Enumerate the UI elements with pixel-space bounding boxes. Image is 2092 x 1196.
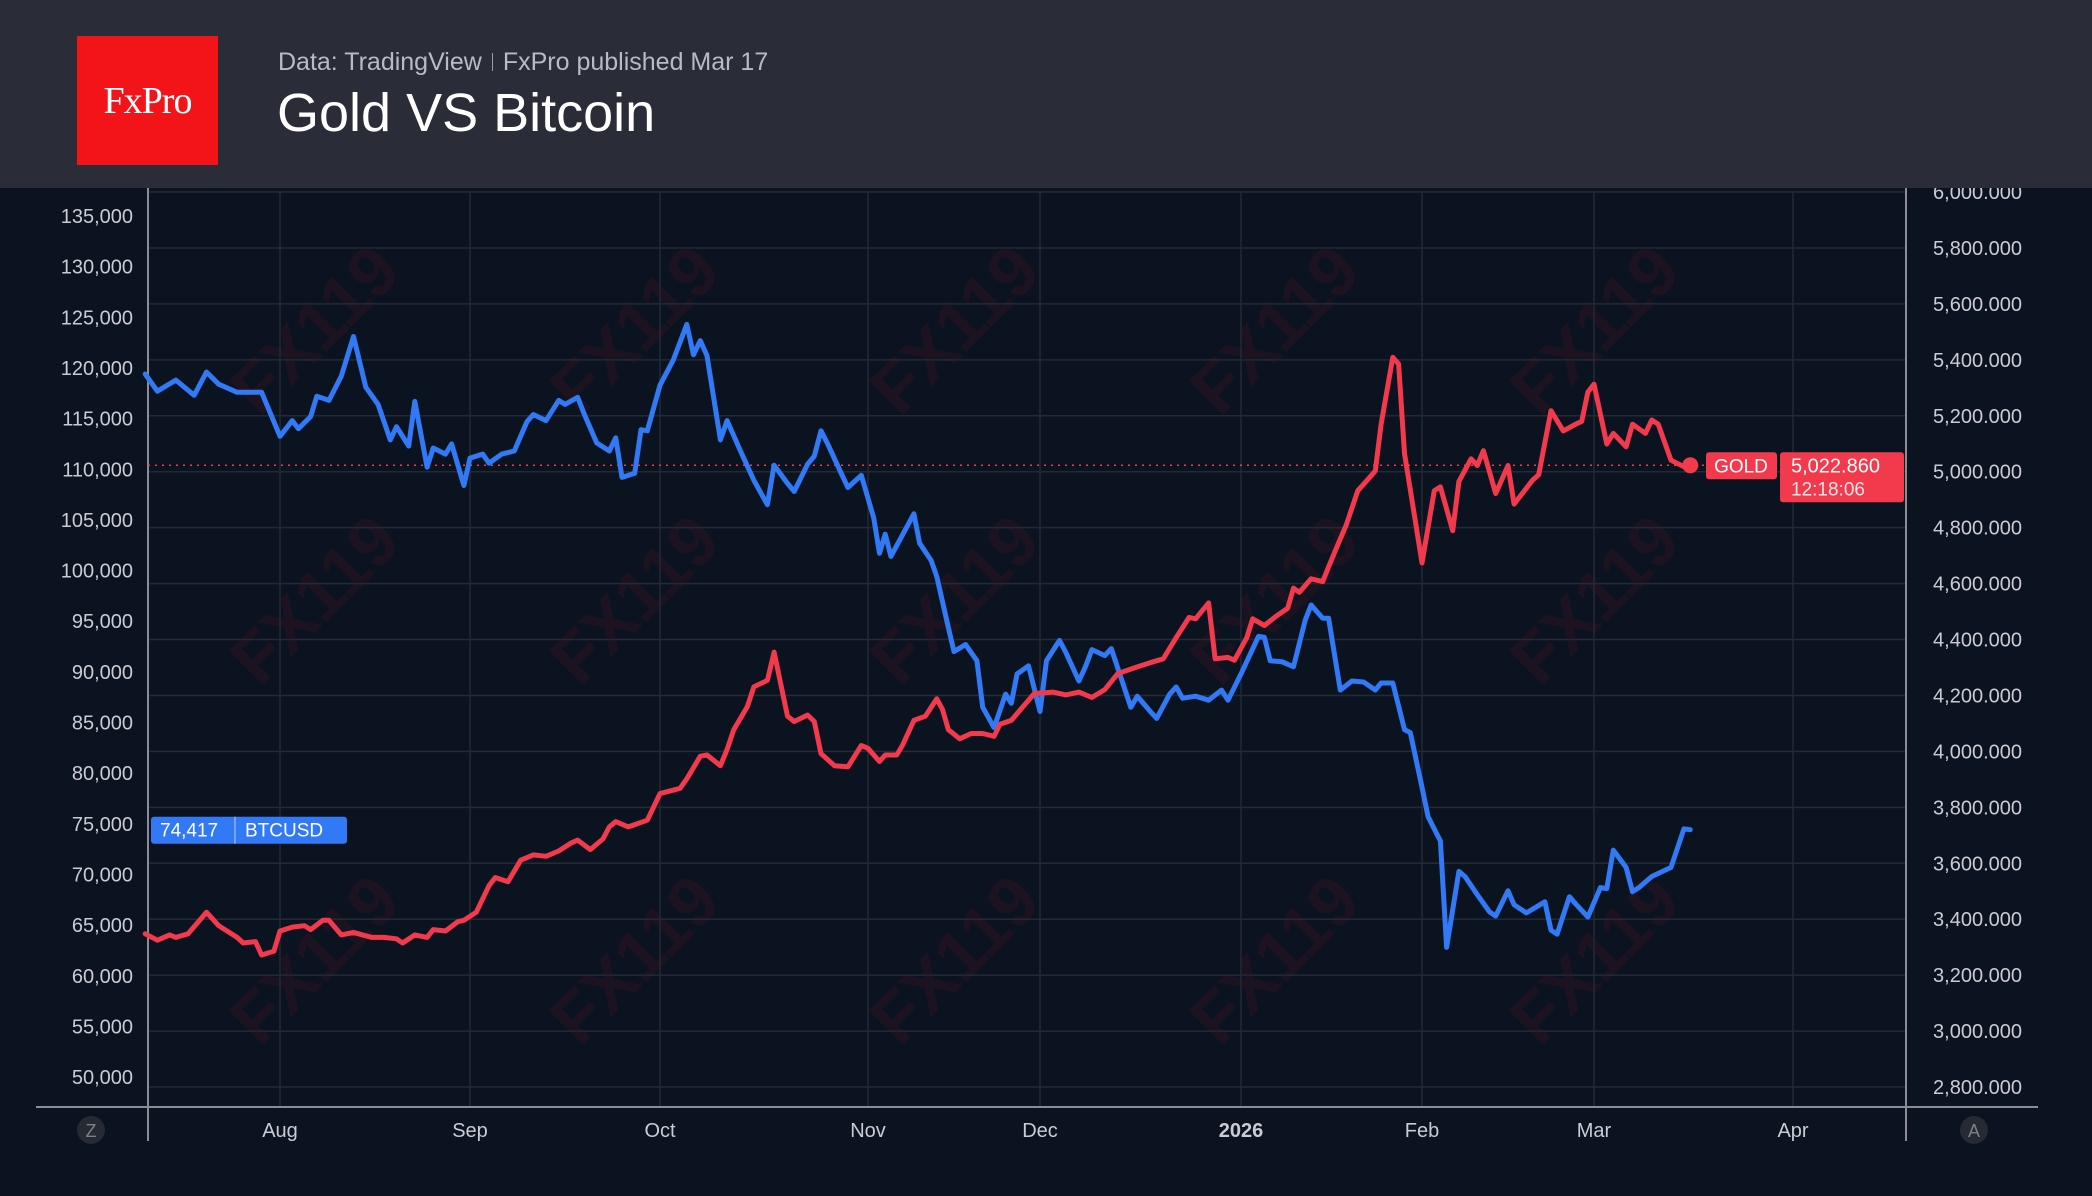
x-axis-tick-label: Aug [262,1120,298,1142]
watermark: FX119 [535,860,733,1058]
left-axis-tick-label: 85,000 [72,713,133,735]
gold-last-point [1682,457,1699,474]
btc-name-label: BTCUSD [245,821,323,842]
button-circle [77,1116,105,1144]
left-axis-tick-label: 80,000 [72,763,133,785]
published-date: FxPro published Mar 17 [502,48,769,76]
right-axis-tick-label: 3,600.000 [1933,853,2022,875]
right-axis-tick-label: 2,800.000 [1933,1077,2022,1099]
left-axis-tick-label: 115,000 [62,409,133,431]
x-axis-tick-label: Feb [1405,1120,1439,1142]
header: FxPro Data: TradingView FxPro published M… [0,0,2092,188]
auto-scale-button[interactable]: A [1960,1116,1988,1144]
left-axis-tick-label: 60,000 [72,966,133,988]
axes: 135,000 130,000 125,000 120,000 115,000 110,0… [36,188,2038,1144]
left-axis-tick-label: 120,000 [61,358,133,380]
left-axis-tick-label: 100,000 [61,561,133,583]
right-axis-tick-label: 4,800.000 [1933,518,2022,540]
right-axis-tick-label: 5,000.000 [1933,462,2022,484]
right-axis-tick-label: 3,200.000 [1933,965,2022,987]
button-label: Z [86,1121,97,1141]
x-axis-tick-label: Mar [1577,1120,1612,1142]
watermark: FX119 [535,500,733,698]
right-axis-tick-label: 5,800.000 [1933,238,2022,260]
gold-price-badge [1780,452,1904,503]
page-title: Gold VS Bitcoin [277,83,656,143]
data-source: Data: TradingView [278,48,482,76]
watermark: FX119 [1175,230,1373,428]
series-line-gold [142,354,1693,958]
watermark: FX119 [855,230,1053,428]
watermark: FX119 [215,500,413,698]
watermark: FX119 [215,860,413,1058]
left-axis-tick-label: 55,000 [72,1016,133,1038]
x-axis-tick-label: Oct [644,1120,676,1142]
right-axis-tick-label: 5,600.000 [1933,294,2022,316]
left-axis-tick-label: 105,000 [61,510,133,532]
btc-price-label: 74,417 [160,821,218,842]
left-axis-tick-label: 125,000 [61,307,133,329]
x-axis-tick-label: Apr [1777,1120,1808,1142]
left-axis-tick-label: 135,000 [61,206,133,228]
left-axis-tick-label: 65,000 [72,915,133,937]
right-axis-tick-label: 4,000.000 [1933,741,2022,763]
watermark: FX119 [535,230,733,428]
chart: FX119 FX119 FX119 FX119 FX119 FX119 FX119 FX119… [36,188,2038,1144]
x-axis-tick-label: Sep [452,1120,488,1142]
grid [148,191,1906,1107]
right-axis-tick-label: 3,400.000 [1933,909,2022,931]
x-axis-tick-label: Dec [1022,1120,1058,1142]
left-axis-tick-label: 130,000 [61,257,133,279]
gold-countdown-label: 12:18:06 [1791,479,1865,500]
right-axis-tick-label: 4,200.000 [1933,685,2022,707]
watermark: FX119 [1175,860,1373,1058]
right-axis-tick-label: 4,600.000 [1933,574,2022,596]
right-axis-tick-label: 4,400.000 [1933,630,2022,652]
left-axis-tick-label: 90,000 [72,662,133,684]
series-lines [142,321,1704,958]
right-axis-tick-label: 6,000.000 [1933,188,2022,204]
x-axis-tick-label: 2026 [1219,1120,1264,1142]
right-axis-tick-label: 3,000.000 [1933,1021,2022,1043]
x-axis-tick-label: Nov [850,1120,886,1142]
left-axis-tick-label: 70,000 [72,864,133,886]
fxpro-logo: FxPro [77,36,218,165]
right-axis-tick-label: 3,800.000 [1933,797,2022,819]
gold-name-label: GOLD [1714,456,1768,477]
button-label: A [1968,1121,1980,1141]
right-axis-tick-label: 5,200.000 [1933,406,2022,428]
separator [491,53,493,71]
button-circle [1960,1116,1988,1144]
scale-z-button[interactable]: Z [77,1116,105,1144]
gold-name-badge [1706,452,1777,480]
gold-price-label: 5,022.860 [1791,455,1880,477]
subtitle: Data: TradingView FxPro published Mar 17 [278,48,768,77]
left-axis-tick-label: 110,000 [62,459,133,481]
watermark: FX119 [855,860,1053,1058]
btc-badge [151,816,347,844]
left-axis-tick-label: 95,000 [72,611,133,633]
right-axis-tick-label: 5,400.000 [1933,350,2022,372]
left-axis-tick-label: 75,000 [72,814,133,836]
left-axis-tick-label: 50,000 [72,1067,133,1089]
series-line-btcusd [142,321,1693,950]
